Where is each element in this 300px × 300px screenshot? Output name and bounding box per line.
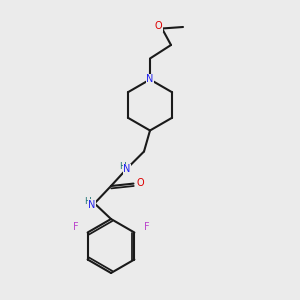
- Text: F: F: [144, 222, 149, 232]
- Text: H: H: [119, 162, 125, 171]
- Text: H: H: [85, 197, 91, 206]
- Text: O: O: [136, 178, 144, 188]
- Text: F: F: [73, 222, 78, 232]
- Text: N: N: [88, 200, 96, 210]
- Text: O: O: [154, 21, 162, 31]
- Text: N: N: [123, 164, 130, 175]
- Text: N: N: [146, 74, 154, 85]
